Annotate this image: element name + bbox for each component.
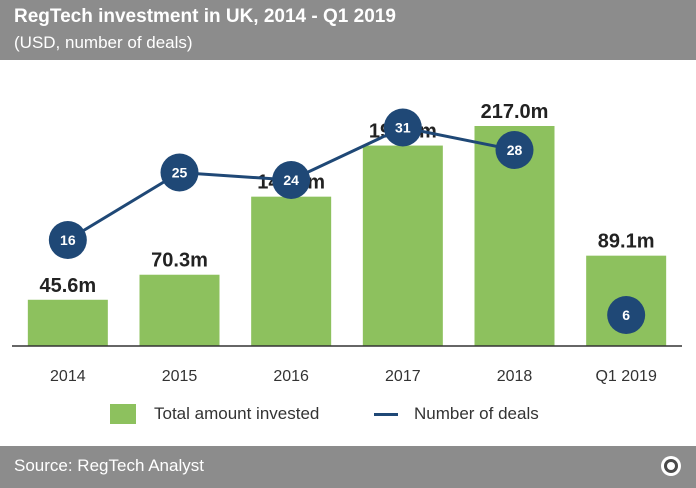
deal-marker-1 (160, 153, 199, 192)
legend-line-swatch (374, 412, 398, 416)
chart-plot: 45.6m70.3m147.3m197.7m217.0m89.1m2014201… (12, 101, 682, 385)
deal-marker-4 (495, 131, 534, 169)
deal-count-label: 25 (172, 165, 188, 181)
circle-logo-icon (661, 456, 681, 476)
deal-marker-3 (383, 108, 422, 147)
legend-bar-swatch (110, 404, 136, 424)
x-tick-label: Q1 2019 (595, 368, 656, 385)
legend-line-label: Number of deals (414, 404, 539, 423)
deal-marker-5 (607, 296, 646, 334)
deal-marker-0 (48, 221, 87, 259)
bar-2 (251, 196, 332, 346)
x-tick-label: 2017 (385, 368, 421, 385)
bar-value-label: 45.6m (39, 275, 96, 297)
header-bar: RegTech investment in UK, 2014 - Q1 2019… (0, 0, 696, 60)
deal-count-label: 16 (60, 232, 76, 248)
bar-value-label: 217.0m (481, 101, 549, 123)
deal-count-label: 6 (622, 307, 630, 323)
deal-count-label: 28 (507, 142, 523, 158)
bar-value-label: 89.1m (598, 231, 655, 253)
bar-1 (139, 274, 220, 346)
legend-bar-label: Total amount invested (154, 404, 320, 423)
legend-item-bar: Total amount invested (110, 402, 319, 426)
deal-marker-2 (272, 161, 311, 199)
footer-bar: Source: RegTech Analyst (0, 446, 696, 488)
legend-item-line: Number of deals (374, 402, 539, 426)
bar-value-label: 70.3m (151, 250, 208, 272)
source-text: Source: RegTech Analyst (14, 456, 204, 475)
deal-count-label: 24 (283, 172, 299, 188)
x-tick-label: 2018 (497, 368, 533, 385)
chart-title: RegTech investment in UK, 2014 - Q1 2019 (14, 6, 396, 27)
x-tick-label: 2015 (162, 368, 198, 385)
legend: Total amount invested Number of deals (110, 402, 670, 426)
deal-count-label: 31 (395, 120, 411, 136)
chart-subtitle: (USD, number of deals) (14, 33, 193, 52)
bar-3 (362, 145, 443, 346)
x-tick-label: 2014 (50, 368, 86, 385)
bar-0 (27, 299, 108, 346)
x-tick-label: 2016 (273, 368, 309, 385)
